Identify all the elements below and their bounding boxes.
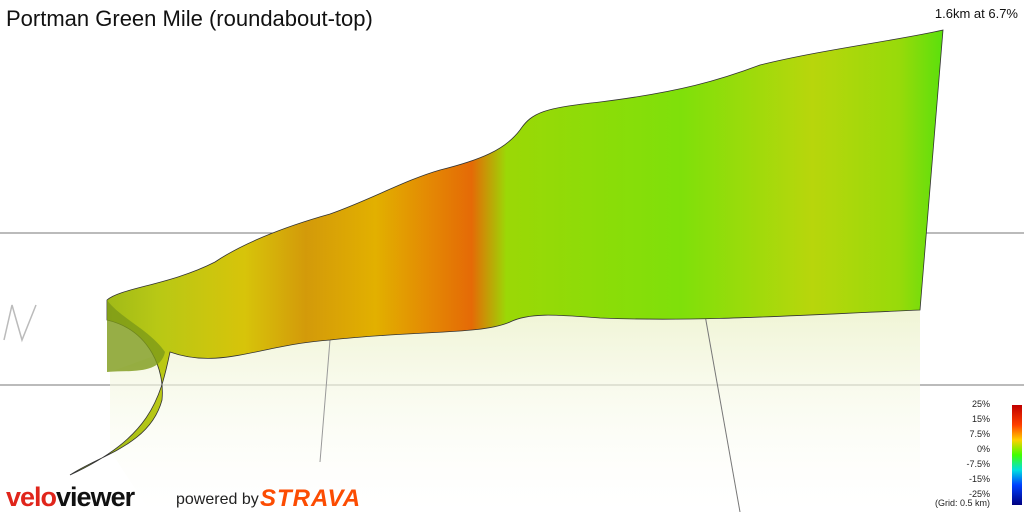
brand-a: velo [6, 482, 57, 512]
grid-line [704, 314, 741, 512]
elevation-ribbon [69, 29, 944, 476]
legend-label: 15% [971, 414, 990, 424]
legend-label: -25% [968, 489, 990, 499]
powered-by: powered by [176, 491, 259, 508]
legend-label: 25% [971, 399, 990, 409]
brand: veloviewer [6, 482, 135, 513]
legend-label: -15% [968, 474, 990, 484]
brand-b: viewer [56, 482, 135, 512]
grid-note: (Grid: 0.5 km) [934, 498, 990, 508]
legend-label: 0% [976, 444, 990, 454]
reflection [110, 310, 920, 512]
legend-label: -7.5% [966, 459, 990, 469]
summary: 1.6km at 6.7% [934, 6, 1018, 21]
compass [3, 304, 37, 343]
color-scale [1012, 405, 1022, 505]
ribbon-side [107, 300, 165, 372]
title: Portman Green Mile (roundabout-top) [6, 6, 373, 31]
grid-line [319, 339, 331, 463]
legend-label: 7.5% [969, 429, 990, 439]
strava-logo: STRAVA [260, 485, 362, 512]
